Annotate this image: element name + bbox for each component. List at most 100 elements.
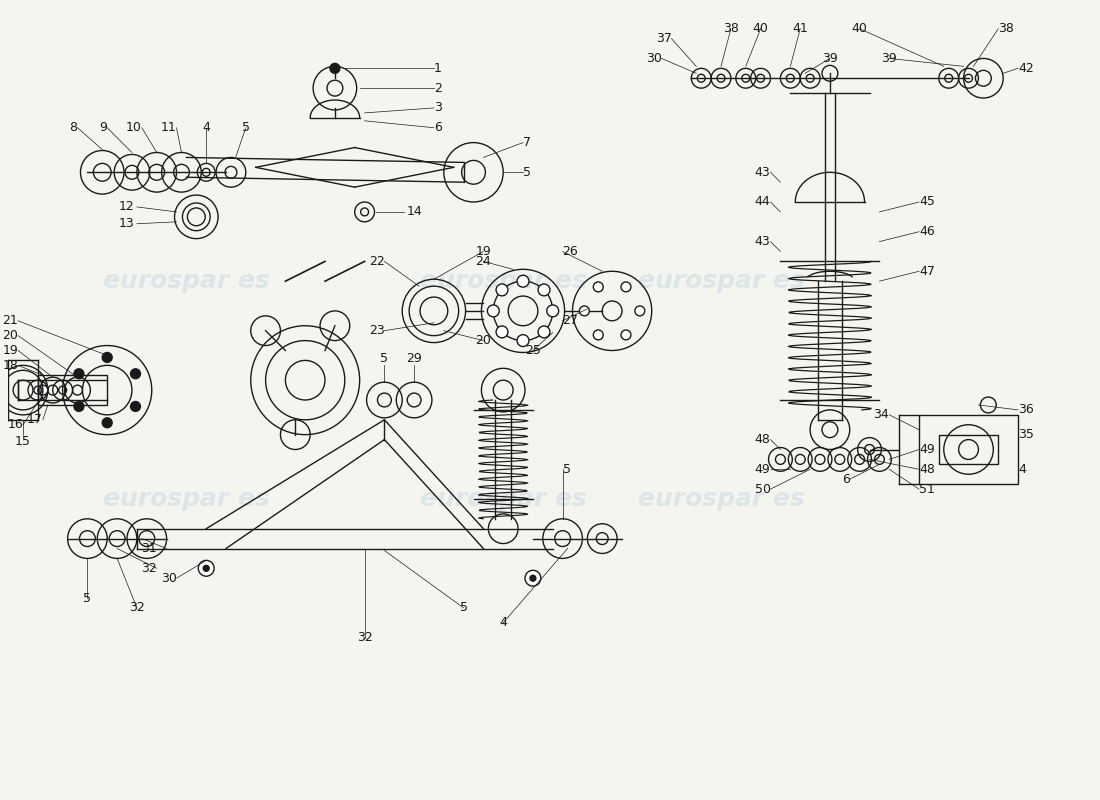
- Text: 39: 39: [881, 52, 898, 65]
- Circle shape: [517, 275, 529, 287]
- Circle shape: [538, 284, 550, 296]
- Text: 4: 4: [499, 616, 507, 630]
- Text: 47: 47: [918, 265, 935, 278]
- Bar: [938, 434, 998, 464]
- Text: 15: 15: [15, 434, 31, 448]
- Text: 3: 3: [433, 102, 442, 114]
- Text: 1: 1: [433, 62, 442, 75]
- Text: 30: 30: [161, 572, 176, 585]
- Circle shape: [621, 282, 631, 292]
- Text: 49: 49: [755, 463, 770, 476]
- Text: 6: 6: [433, 122, 442, 134]
- Circle shape: [635, 306, 645, 316]
- Text: 5: 5: [522, 166, 531, 178]
- Text: 19: 19: [475, 245, 492, 258]
- Text: 18: 18: [2, 359, 18, 372]
- Text: 43: 43: [755, 235, 770, 248]
- Circle shape: [580, 306, 590, 316]
- Text: 42: 42: [1018, 62, 1034, 75]
- Circle shape: [204, 566, 209, 571]
- Circle shape: [496, 326, 508, 338]
- Text: 27: 27: [562, 314, 579, 327]
- Text: 5: 5: [381, 352, 388, 366]
- Text: 4: 4: [202, 122, 210, 134]
- Text: 22: 22: [368, 255, 384, 268]
- Text: 25: 25: [525, 344, 541, 357]
- Text: 38: 38: [998, 22, 1014, 35]
- Text: 49: 49: [918, 443, 935, 456]
- Circle shape: [547, 305, 559, 317]
- Text: 48: 48: [755, 433, 770, 446]
- Text: eurospar es: eurospar es: [103, 269, 270, 293]
- Text: 31: 31: [141, 542, 156, 555]
- Text: 36: 36: [1018, 403, 1034, 417]
- Text: 32: 32: [141, 562, 156, 575]
- Text: 24: 24: [475, 255, 492, 268]
- Text: 8: 8: [69, 122, 77, 134]
- Circle shape: [517, 334, 529, 346]
- Circle shape: [131, 369, 141, 378]
- Text: 19: 19: [2, 344, 18, 357]
- Circle shape: [74, 402, 84, 411]
- Text: 26: 26: [562, 245, 579, 258]
- Text: 23: 23: [368, 324, 384, 337]
- Text: 2: 2: [433, 82, 442, 94]
- Circle shape: [593, 282, 603, 292]
- Circle shape: [102, 353, 112, 362]
- Text: eurospar es: eurospar es: [420, 487, 586, 511]
- Text: 6: 6: [842, 473, 849, 486]
- Text: 32: 32: [356, 631, 373, 644]
- Circle shape: [131, 402, 141, 411]
- Text: 48: 48: [918, 463, 935, 476]
- Circle shape: [102, 418, 112, 428]
- Text: 37: 37: [656, 32, 671, 45]
- Text: 5: 5: [242, 122, 250, 134]
- Text: 21: 21: [2, 314, 18, 327]
- Text: 40: 40: [752, 22, 769, 35]
- Text: 9: 9: [99, 122, 107, 134]
- Text: 45: 45: [918, 195, 935, 209]
- Circle shape: [330, 63, 340, 74]
- Text: 29: 29: [406, 352, 422, 366]
- Text: 35: 35: [1018, 428, 1034, 441]
- Text: 17: 17: [28, 414, 43, 426]
- Text: 50: 50: [755, 482, 770, 496]
- Text: eurospar es: eurospar es: [420, 269, 586, 293]
- Circle shape: [74, 369, 84, 378]
- Text: 13: 13: [119, 218, 135, 230]
- Text: 44: 44: [755, 195, 770, 209]
- Text: 41: 41: [792, 22, 808, 35]
- Circle shape: [37, 385, 47, 395]
- Text: 4: 4: [1018, 463, 1026, 476]
- Text: 38: 38: [723, 22, 739, 35]
- Text: 34: 34: [873, 408, 889, 422]
- Bar: [37, 375, 107, 405]
- Text: 5: 5: [84, 591, 91, 605]
- Text: eurospar es: eurospar es: [638, 269, 804, 293]
- Text: 11: 11: [161, 122, 176, 134]
- Text: 30: 30: [646, 52, 661, 65]
- Circle shape: [530, 575, 536, 581]
- Text: 46: 46: [918, 225, 935, 238]
- Text: eurospar es: eurospar es: [638, 487, 804, 511]
- Circle shape: [198, 560, 214, 576]
- Circle shape: [621, 330, 631, 340]
- Text: 20: 20: [475, 334, 492, 347]
- Text: 20: 20: [2, 329, 18, 342]
- Text: 40: 40: [851, 22, 868, 35]
- Text: 5: 5: [460, 602, 467, 614]
- Text: 43: 43: [755, 166, 770, 178]
- Circle shape: [593, 330, 603, 340]
- Text: 10: 10: [126, 122, 142, 134]
- Bar: [918, 415, 1018, 484]
- Text: 32: 32: [129, 602, 145, 614]
- Text: 39: 39: [822, 52, 838, 65]
- Text: 16: 16: [8, 418, 23, 431]
- Circle shape: [496, 284, 508, 296]
- Circle shape: [487, 305, 499, 317]
- Circle shape: [525, 570, 541, 586]
- Text: 14: 14: [406, 206, 422, 218]
- Circle shape: [538, 326, 550, 338]
- Text: 12: 12: [119, 201, 135, 214]
- Text: eurospar es: eurospar es: [103, 487, 270, 511]
